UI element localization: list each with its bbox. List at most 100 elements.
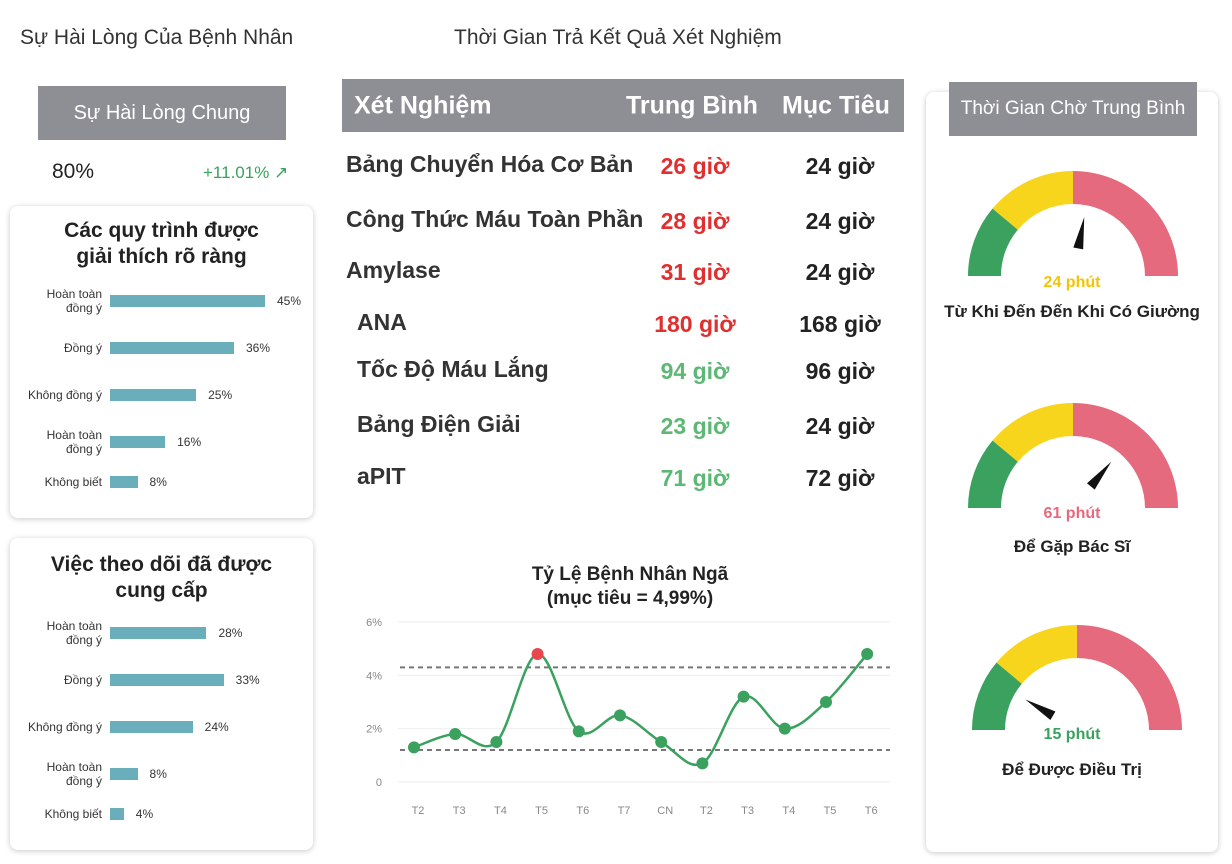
lab-test-average: 28 giờ xyxy=(660,208,730,234)
lab-table-header: Xét Nghiệm Trung Bình Mục Tiêu xyxy=(342,79,904,132)
chart-x-tick-label: T6 xyxy=(865,805,878,817)
fall-chart-title-text: Tỷ Lệ Bệnh Nhân Ngã xyxy=(531,564,729,585)
lab-test-target: 24 giờ xyxy=(805,259,875,285)
lab-test-name: Công Thức Máu Toàn Phần xyxy=(346,206,644,232)
chart-x-tick-label: T2 xyxy=(700,805,713,817)
survey-bar xyxy=(110,808,124,820)
lab-test-target: 72 giờ xyxy=(805,465,875,491)
fall-rate-line xyxy=(413,652,869,767)
survey-bar-row: Không biết 8% xyxy=(10,467,313,497)
chart-x-tick-label: T6 xyxy=(576,805,589,817)
survey-bar-value: 25% xyxy=(208,388,233,402)
lab-test-name: aPIT xyxy=(357,463,406,489)
chart-x-tick-label: T7 xyxy=(618,805,631,817)
gauge-zone xyxy=(992,171,1073,230)
survey-bar-value: 33% xyxy=(235,673,260,687)
chart-x-tick-label: T4 xyxy=(494,805,507,817)
survey-bar xyxy=(110,476,138,488)
overall-satisfaction-label: Sự Hài Lòng Chung xyxy=(73,101,251,124)
fall-chart-subtitle: (mục tiêu = 4,99%) xyxy=(546,588,714,609)
survey-bar-label: Hoàn toàn đồng ý xyxy=(46,760,102,788)
survey-bar-value: 36% xyxy=(246,341,271,355)
lab-test-average: 23 giờ xyxy=(660,413,730,439)
survey-bar-value: 8% xyxy=(149,767,167,781)
gauge-zone xyxy=(968,208,1018,276)
chart-point xyxy=(778,722,791,735)
survey-bar-row: Không đồng ý 24% xyxy=(10,712,313,742)
survey-bar-value: 4% xyxy=(135,807,154,821)
survey-bar xyxy=(110,674,224,686)
survey-bar-value: 24% xyxy=(204,720,229,734)
lab-test-name: ANA xyxy=(357,309,407,335)
survey-bar-label: Hoàn toàn đồng ý xyxy=(46,619,102,647)
chart-point xyxy=(490,736,503,748)
chart-x-tick-label: T2 xyxy=(412,805,425,817)
lab-test-name: Bảng Chuyển Hóa Cơ Bản xyxy=(346,151,634,177)
gauge-needle xyxy=(1073,217,1085,250)
survey-card-followup: Việc theo dõi đã được cung cấp Hoàn toàn… xyxy=(10,538,313,850)
gauge-label: Để Được Điều Trị xyxy=(1002,760,1142,779)
survey-card-title-line1: Việc theo dõi đã được xyxy=(50,553,273,576)
gauge-zone xyxy=(996,625,1077,684)
lab-test-average: 31 giờ xyxy=(660,259,730,285)
gauge-value: 24 phút xyxy=(1043,274,1101,291)
survey-bar xyxy=(110,768,138,780)
survey-bar-row: Hoàn toàn đồng ý 8% xyxy=(10,759,313,789)
survey-bar-label: Không biết xyxy=(44,475,102,489)
lab-test-target: 24 giờ xyxy=(805,208,875,234)
survey-bar-label: Đồng ý xyxy=(63,341,102,355)
survey-bar-row: Đồng ý 36% xyxy=(10,333,313,363)
lab-test-average: 71 giờ xyxy=(660,465,730,491)
survey-bar-row: Hoàn toàn đồng ý 45% xyxy=(10,286,313,316)
lab-test-average: 26 giờ xyxy=(660,153,730,179)
survey-bar-label: Hoàn toàn đồng ý xyxy=(46,287,102,315)
gauge-zone xyxy=(968,440,1018,508)
lab-test-average: 94 giờ xyxy=(660,358,730,384)
gauge-label: Để Gặp Bác Sĩ xyxy=(1013,537,1131,556)
chart-y-tick-label: 6% xyxy=(366,617,382,629)
wait-time-gauge xyxy=(968,403,1178,508)
survey-bar-label: Đồng ý xyxy=(63,673,102,687)
gauge-value: 61 phút xyxy=(1043,505,1101,522)
survey-bar-label: Hoàn toàn đồng ý xyxy=(46,428,102,456)
gauge-zone xyxy=(1073,171,1178,276)
gauge-zone xyxy=(992,403,1073,462)
gauge-zone xyxy=(1077,625,1182,730)
fall-chart-title: Tỷ Lệ Bệnh Nhân Ngã (mục tiêu = 4,99%) xyxy=(420,563,840,611)
lab-table-header-test: Xét Nghiệm xyxy=(354,91,492,119)
chart-y-tick-label: 0 xyxy=(376,777,382,789)
survey-bar-label: Không biết xyxy=(44,807,102,821)
lab-table-header-avg: Trung Bình xyxy=(626,91,758,119)
chart-point xyxy=(655,736,668,748)
survey-bar-row: Đồng ý 33% xyxy=(10,665,313,695)
gauge-needle xyxy=(1025,699,1056,721)
lab-test-target: 24 giờ xyxy=(805,153,875,179)
survey-bar-value: 8% xyxy=(149,475,167,489)
lab-test-target: 168 giờ xyxy=(799,311,881,337)
overall-satisfaction-delta: +11.01% ↗ xyxy=(203,163,289,182)
wait-times-header: Thời Gian Chờ Trung Bình xyxy=(949,82,1197,136)
survey-bar xyxy=(110,342,234,354)
chart-x-tick-label: CN xyxy=(657,805,673,817)
survey-bar-value: 28% xyxy=(218,626,243,640)
overall-satisfaction-header: Sự Hài Lòng Chung xyxy=(38,86,286,140)
lab-test-target: 24 giờ xyxy=(805,413,875,439)
chart-x-tick-label: T4 xyxy=(782,805,795,817)
wait-times-header-label: Thời Gian Chờ Trung Bình xyxy=(960,98,1186,119)
chart-x-tick-label: T3 xyxy=(741,805,754,817)
survey-bar-row: Không đồng ý 25% xyxy=(10,380,313,410)
chart-x-tick-label: T5 xyxy=(824,805,837,817)
wait-time-gauge xyxy=(968,171,1178,276)
survey-bar xyxy=(110,627,207,639)
lab-test-target: 96 giờ xyxy=(805,358,875,384)
fall-rate-line-chart: 0 2% 4% 6% T2 T3 T4 T5 T6 T7 CN T2 T3 T4 T5 T6 xyxy=(366,617,890,817)
survey-card-title-line2: giải thích rõ ràng xyxy=(76,245,247,268)
turnaround-section-title: Thời Gian Trả Kết Quả Xét Nghiệm xyxy=(454,26,782,49)
survey-bar-label: Không đồng ý xyxy=(27,720,102,734)
chart-x-tick-label: T3 xyxy=(453,805,466,817)
gauge-label: Từ Khi Đến Đến Khi Có Giường xyxy=(944,302,1200,321)
survey-bar xyxy=(110,721,193,733)
chart-y-tick-label: 2% xyxy=(366,724,382,736)
gauge-zone xyxy=(972,662,1022,730)
survey-bar xyxy=(110,436,166,448)
